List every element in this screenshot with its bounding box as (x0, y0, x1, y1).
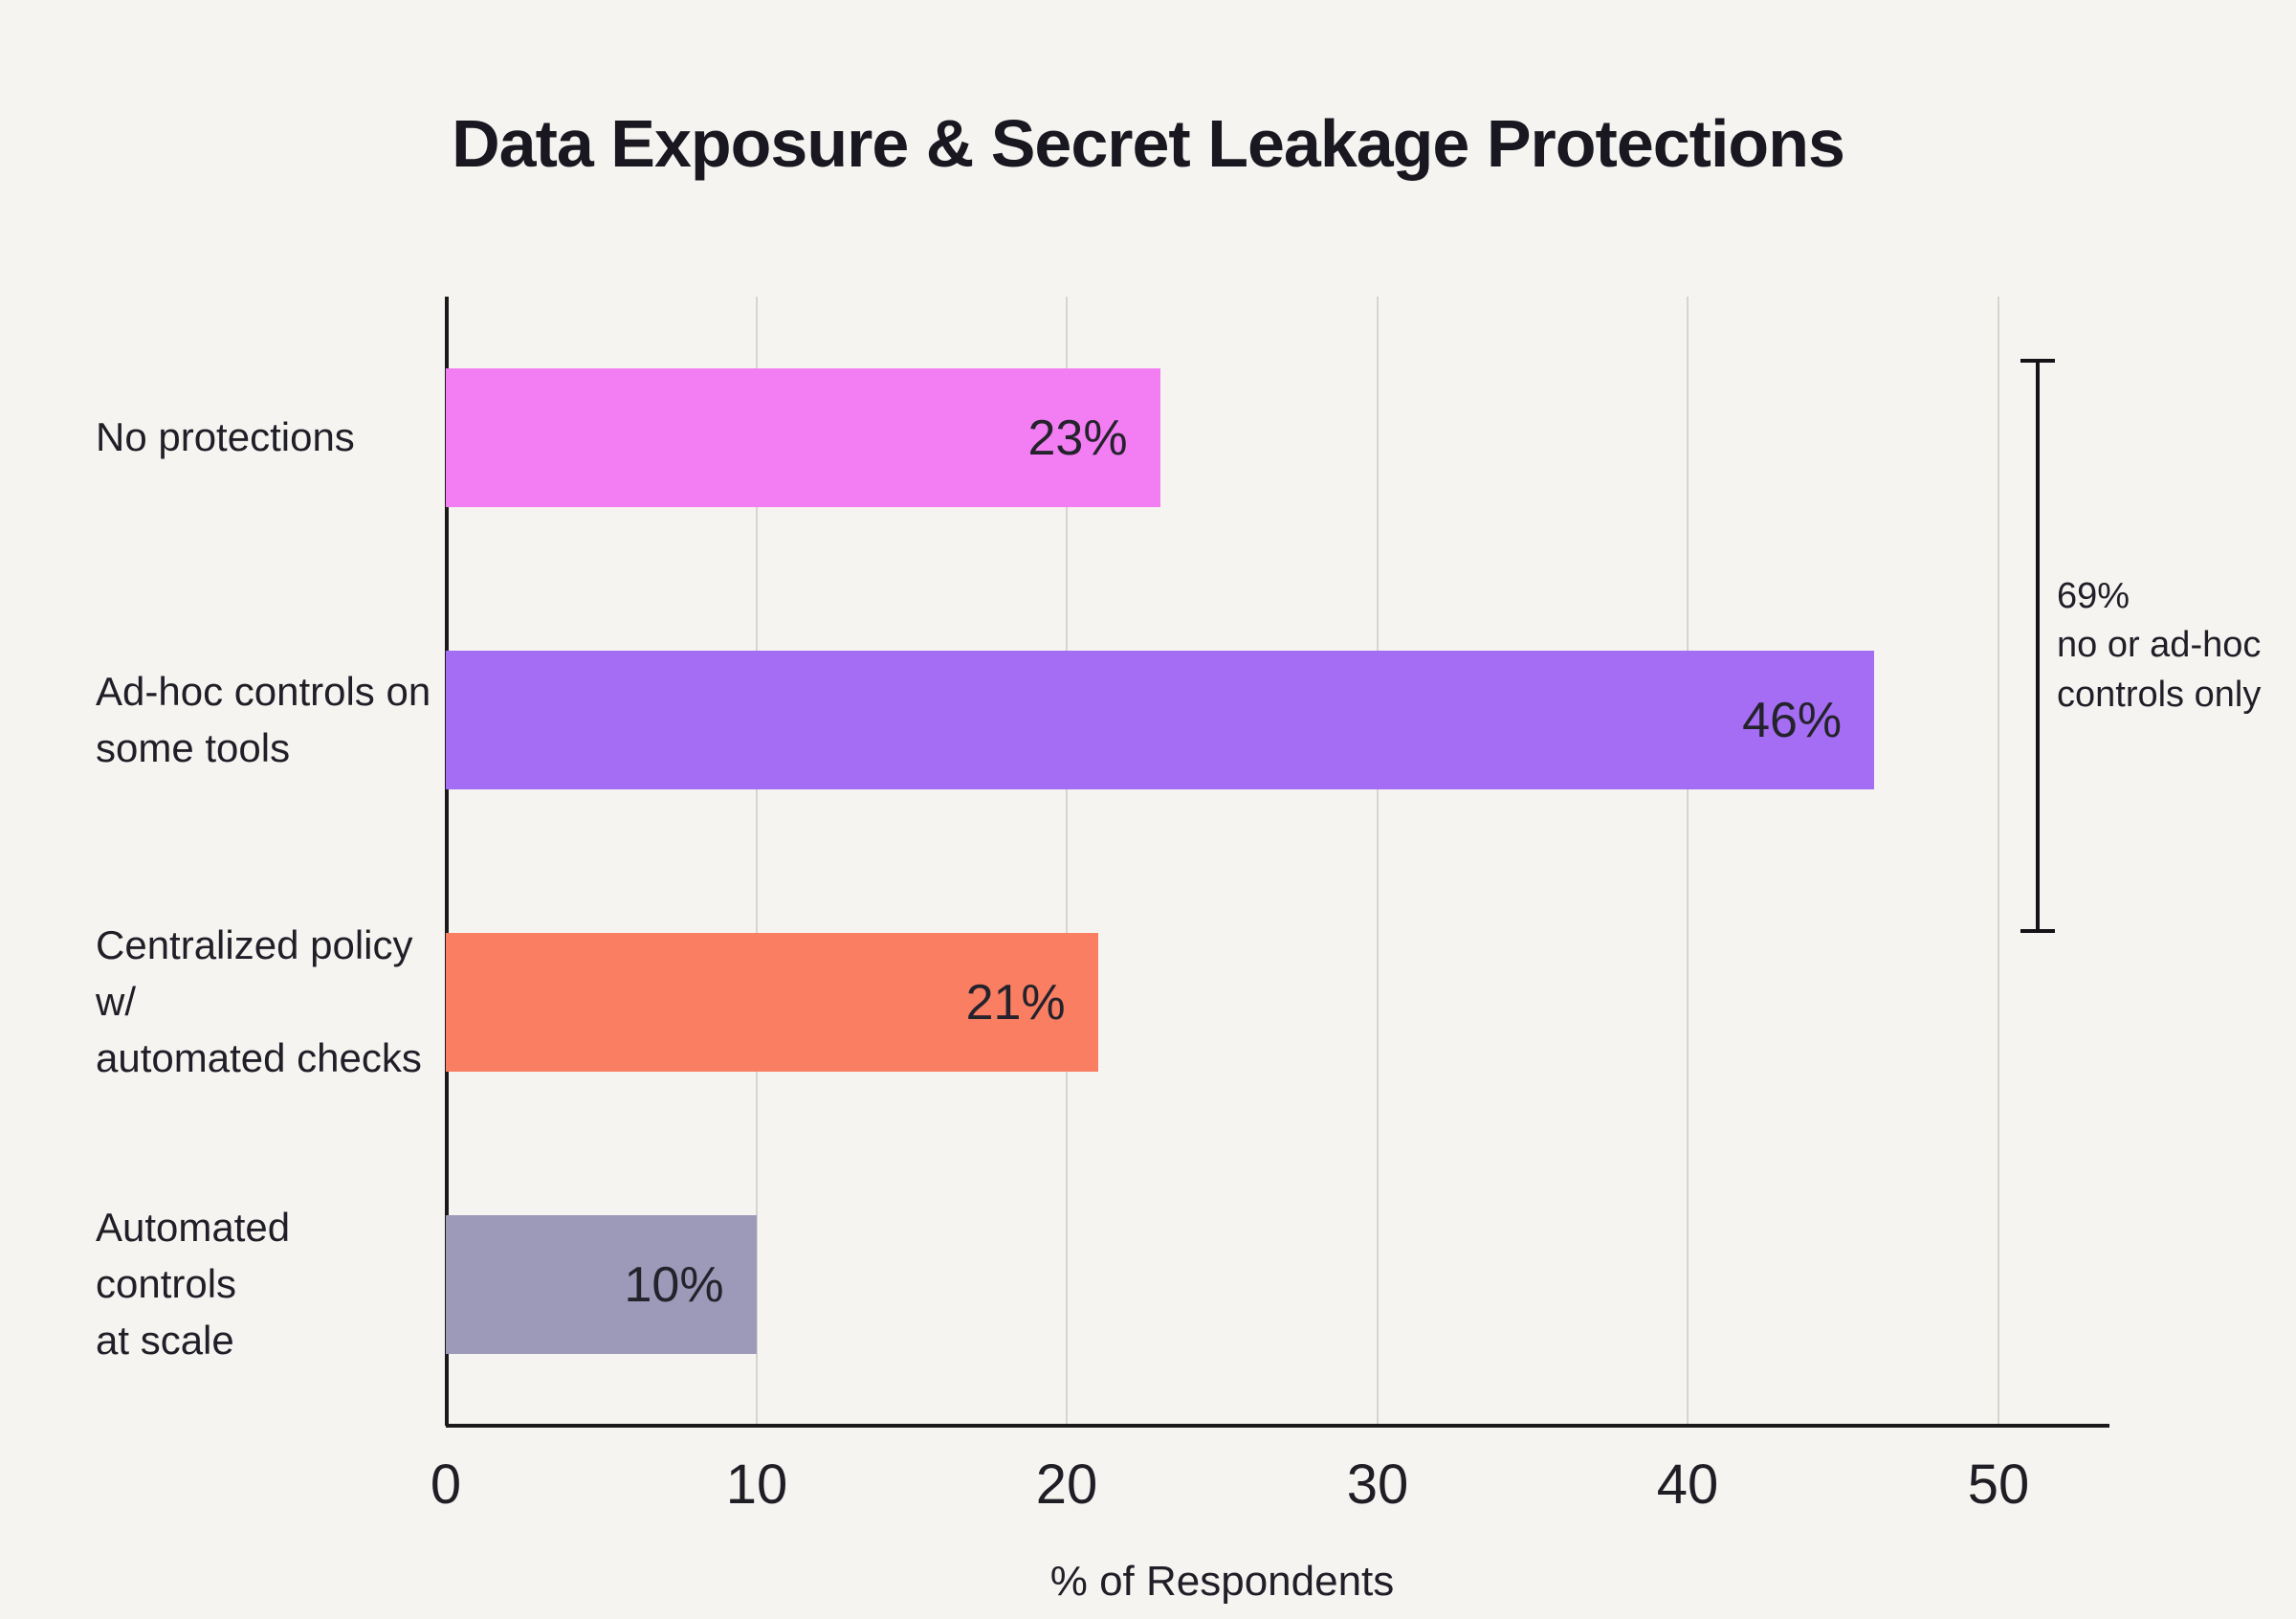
annotation-bracket-line (2036, 359, 2040, 933)
x-axis-line (446, 1424, 2109, 1428)
bar-ad-hoc-controls: 46% (446, 651, 1875, 789)
gridline-10 (755, 297, 758, 1426)
x-tick-50: 50 (1967, 1453, 2030, 1516)
bar-value-label: 10% (624, 1256, 724, 1313)
x-tick-10: 10 (725, 1453, 788, 1516)
plot-area: 23% 46% 21% 10% (445, 297, 1999, 1426)
x-tick-20: 20 (1035, 1453, 1098, 1516)
x-tick-40: 40 (1656, 1453, 1719, 1516)
bar-row: 21% (446, 933, 1998, 1072)
bar-row: 23% (446, 368, 1998, 507)
category-label-centralized-policy: Centralized policy w/ automated checks (96, 922, 422, 1080)
annotation-text: 69% no or ad-hoc controls only (2057, 576, 2262, 715)
category-label-automated-controls: Automated controls at scale (96, 1205, 291, 1363)
gridline-30 (1376, 297, 1379, 1426)
x-axis-title: % of Respondents (1049, 1558, 1395, 1605)
bar-row: 46% (446, 651, 1998, 789)
bar-value-label: 46% (1742, 692, 1843, 748)
annotation-bracket-cap-top (2020, 359, 2055, 363)
annotation-bracket-cap-bottom (2020, 929, 2055, 933)
category-label-no-protections: No protections (96, 414, 355, 460)
x-tick-30: 30 (1346, 1453, 1409, 1516)
x-tick-0: 0 (430, 1453, 462, 1516)
gridline-50 (1998, 297, 1999, 1426)
bar-row: 10% (446, 1215, 1998, 1354)
bar-value-label: 23% (1027, 410, 1128, 466)
gridline-20 (1066, 297, 1069, 1426)
y-axis-spine (445, 297, 449, 1426)
category-label-ad-hoc-controls: Ad-hoc controls on some tools (96, 668, 431, 770)
bar-automated-controls: 10% (446, 1215, 757, 1354)
bar-value-label: 21% (965, 974, 1066, 1031)
chart-title: Data Exposure & Secret Leakage Protectio… (452, 106, 1845, 181)
bar-no-protections: 23% (446, 368, 1160, 507)
gridline-40 (1687, 297, 1689, 1426)
bar-centralized-policy: 21% (446, 933, 1098, 1072)
